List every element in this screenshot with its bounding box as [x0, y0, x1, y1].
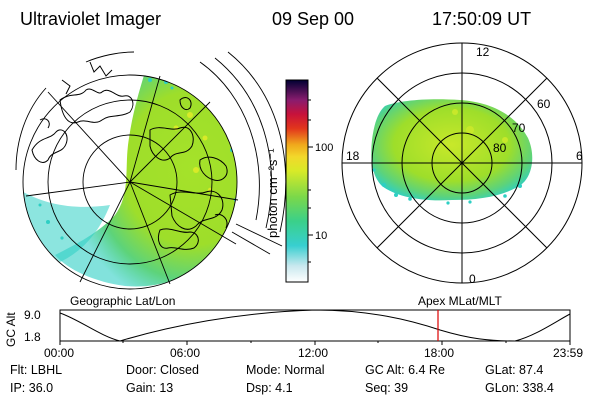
meta-filter: Flt: LBHL	[10, 363, 63, 377]
apex-plot-label: Apex MLat/MLT	[418, 294, 502, 308]
instrument-title: Ultraviolet Imager	[20, 9, 162, 29]
date-label: 09 Sep 00	[272, 9, 355, 29]
geographic-image	[15, 51, 287, 290]
meta-glon: GLon: 338.4	[485, 381, 554, 395]
mlat-label-70: 70	[512, 121, 526, 135]
time-tick-0600: 06:00	[170, 346, 201, 360]
meta-gain: Gain: 13	[126, 381, 174, 395]
altitude-tick-top: 9.0	[24, 308, 41, 322]
time-label: 17:50:09 UT	[432, 9, 532, 29]
polar-plot: 12 18 6 0 60 70 80	[341, 42, 583, 286]
time-tick-1800: 18:00	[424, 346, 455, 360]
mlt-label-0: 0	[469, 272, 476, 286]
meta-gc-alt: GC Alt: 6.4 Re	[365, 363, 445, 377]
color-bar: 100 10 photon cm⁻²s⁻¹	[265, 79, 333, 283]
geographic-plot-label: Geographic Lat/Lon	[70, 294, 176, 308]
altitude-panel	[59, 309, 571, 345]
altitude-tick-bottom: 1.8	[24, 330, 41, 344]
cbar-label-10: 10	[315, 230, 327, 242]
meta-glat: GLat: 87.4	[485, 363, 544, 377]
mlt-label-18: 18	[346, 149, 360, 163]
mlat-label-80: 80	[493, 141, 507, 155]
meta-dsp: Dsp: 4.1	[246, 381, 293, 395]
meta-door: Door: Closed	[126, 363, 199, 377]
time-tick-0000: 00:00	[44, 346, 75, 360]
meta-ip: IP: 36.0	[10, 381, 54, 395]
mlt-label-6: 6	[576, 149, 583, 163]
meta-mode: Mode: Normal	[246, 363, 325, 377]
time-tick-1200: 12:00	[298, 346, 329, 360]
cbar-label-100: 100	[315, 142, 333, 154]
time-tick-2359: 23:59	[553, 346, 584, 360]
altitude-curve	[59, 309, 571, 342]
colorbar-unit-label: photon cm⁻²s⁻¹	[265, 148, 280, 238]
mlt-label-12: 12	[476, 45, 490, 59]
altitude-axis-label: GC Alt	[4, 312, 18, 347]
mlat-label-60: 60	[537, 97, 551, 111]
meta-seq: Seq: 39	[365, 381, 409, 395]
